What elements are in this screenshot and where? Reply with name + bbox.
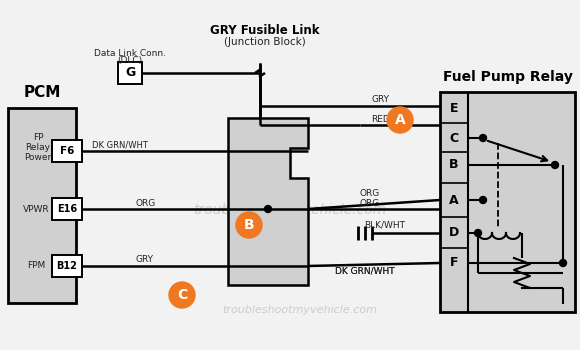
Text: (Junction Block): (Junction Block)	[224, 37, 306, 47]
Text: B12: B12	[57, 261, 78, 271]
Text: GRY: GRY	[135, 256, 153, 265]
Text: RED: RED	[371, 114, 389, 124]
Bar	[52, 255, 82, 277]
Text: troubleshootmyvehicle.com: troubleshootmyvehicle.com	[193, 203, 387, 217]
Text: E16: E16	[57, 204, 77, 214]
Circle shape	[552, 161, 559, 168]
Circle shape	[169, 282, 195, 308]
Text: E: E	[450, 102, 458, 114]
Text: VPWR: VPWR	[23, 204, 49, 214]
Circle shape	[480, 134, 487, 141]
Text: GRY: GRY	[371, 96, 389, 105]
Text: FP: FP	[32, 133, 44, 142]
Text: A: A	[394, 113, 405, 127]
Text: Relay: Relay	[26, 144, 50, 153]
Bar	[52, 198, 82, 220]
Text: F: F	[450, 257, 458, 270]
Text: ORG: ORG	[135, 198, 155, 208]
Circle shape	[474, 230, 481, 237]
Circle shape	[480, 196, 487, 203]
Text: GRY Fusible Link: GRY Fusible Link	[210, 23, 320, 36]
Text: F6: F6	[60, 146, 74, 156]
Text: C: C	[177, 288, 187, 302]
Bar	[52, 140, 82, 162]
Bar	[440, 92, 575, 312]
Text: (DLC): (DLC)	[117, 56, 143, 65]
Circle shape	[387, 107, 413, 133]
Text: DK GRN/WHT: DK GRN/WHT	[335, 266, 395, 275]
Text: G: G	[125, 66, 135, 79]
Text: troubleshootmyvehicle.com: troubleshootmyvehicle.com	[223, 305, 378, 315]
Text: B: B	[244, 218, 254, 232]
Bar	[118, 62, 142, 84]
Text: BLK/WHT: BLK/WHT	[364, 220, 405, 230]
Text: A: A	[449, 194, 459, 206]
Text: PCM: PCM	[23, 85, 61, 100]
Bar	[8, 108, 76, 303]
Text: B: B	[450, 159, 459, 172]
Text: Power: Power	[24, 154, 52, 162]
Text: Fuel Pump Relay: Fuel Pump Relay	[443, 70, 572, 84]
Circle shape	[264, 205, 271, 212]
Circle shape	[236, 212, 262, 238]
Polygon shape	[228, 118, 308, 285]
Text: D: D	[449, 226, 459, 239]
Text: FPM: FPM	[27, 261, 45, 271]
Text: DK GRN/WHT: DK GRN/WHT	[335, 266, 395, 275]
Circle shape	[560, 259, 567, 266]
Text: DK GRN/WHT: DK GRN/WHT	[92, 140, 148, 149]
Text: ORG: ORG	[360, 198, 380, 208]
Text: C: C	[450, 132, 459, 145]
Text: Data Link Conn.: Data Link Conn.	[94, 49, 166, 57]
Text: ORG: ORG	[360, 189, 380, 198]
